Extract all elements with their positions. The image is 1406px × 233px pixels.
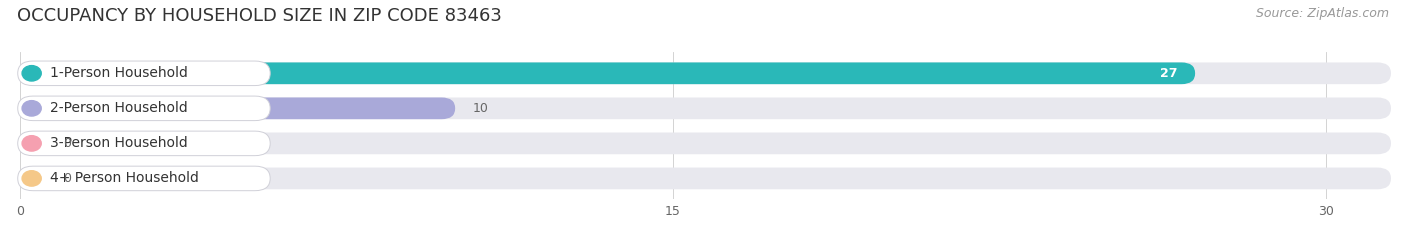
Text: 0: 0 <box>63 172 72 185</box>
Text: 1-Person Household: 1-Person Household <box>51 66 188 80</box>
Text: 2-Person Household: 2-Person Household <box>51 101 187 115</box>
Text: 27: 27 <box>1160 67 1178 80</box>
FancyBboxPatch shape <box>20 133 1391 154</box>
Circle shape <box>22 66 41 81</box>
Text: 4+ Person Household: 4+ Person Household <box>51 171 198 185</box>
Text: 10: 10 <box>472 102 488 115</box>
Circle shape <box>22 171 41 186</box>
FancyBboxPatch shape <box>20 97 456 119</box>
Text: 3-Person Household: 3-Person Household <box>51 136 187 150</box>
FancyBboxPatch shape <box>18 131 270 156</box>
FancyBboxPatch shape <box>18 96 270 121</box>
Text: OCCUPANCY BY HOUSEHOLD SIZE IN ZIP CODE 83463: OCCUPANCY BY HOUSEHOLD SIZE IN ZIP CODE … <box>17 7 502 25</box>
FancyBboxPatch shape <box>20 62 1391 84</box>
Circle shape <box>22 101 41 116</box>
FancyBboxPatch shape <box>20 168 46 189</box>
Text: 0: 0 <box>63 137 72 150</box>
FancyBboxPatch shape <box>20 168 1391 189</box>
Text: Source: ZipAtlas.com: Source: ZipAtlas.com <box>1256 7 1389 20</box>
FancyBboxPatch shape <box>18 61 270 86</box>
Circle shape <box>22 136 41 151</box>
FancyBboxPatch shape <box>20 62 1195 84</box>
FancyBboxPatch shape <box>18 166 270 191</box>
FancyBboxPatch shape <box>20 133 46 154</box>
FancyBboxPatch shape <box>20 97 1391 119</box>
